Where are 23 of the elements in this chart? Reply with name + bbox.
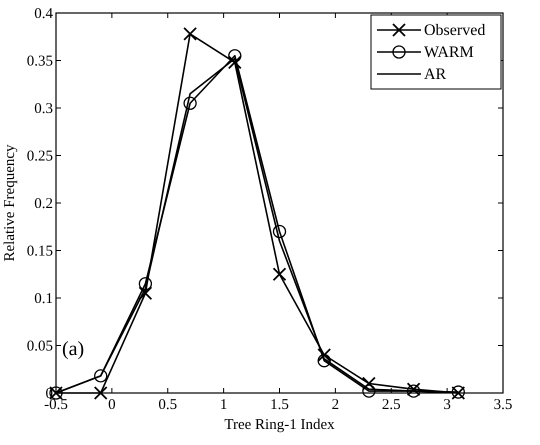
x-tick-label: 0 bbox=[108, 397, 116, 413]
x-tick-label: 2 bbox=[332, 397, 340, 413]
x-tick-label: 1.5 bbox=[270, 397, 289, 413]
y-tick-label: 0.05 bbox=[26, 338, 53, 354]
y-tick-label: 0.35 bbox=[26, 54, 53, 70]
legend-label: Observed bbox=[424, 22, 486, 39]
y-tick-label: 0.3 bbox=[34, 101, 53, 117]
x-tick-label: 1 bbox=[220, 397, 228, 413]
x-tick-label: 0.5 bbox=[158, 397, 178, 413]
y-axis-title: Relative Frequency bbox=[2, 144, 18, 262]
y-tick-label: 0.4 bbox=[34, 6, 54, 22]
y-tick-label: 0.15 bbox=[26, 244, 53, 260]
y-tick-label: 0.1 bbox=[34, 291, 53, 307]
x-tick-label: -0.5 bbox=[44, 397, 68, 413]
y-tick-label: 0.25 bbox=[26, 148, 53, 164]
x-tick-label: 2.5 bbox=[382, 397, 401, 413]
annotation: (a) bbox=[62, 338, 84, 360]
x-tick-label: 3 bbox=[443, 397, 451, 413]
legend-label: WARM bbox=[424, 44, 474, 61]
y-tick-label: 0.2 bbox=[34, 196, 53, 212]
x-tick-label: 3.5 bbox=[494, 397, 512, 413]
legend-label: AR bbox=[424, 66, 447, 83]
x-axis-title: Tree Ring-1 Index bbox=[224, 417, 336, 433]
